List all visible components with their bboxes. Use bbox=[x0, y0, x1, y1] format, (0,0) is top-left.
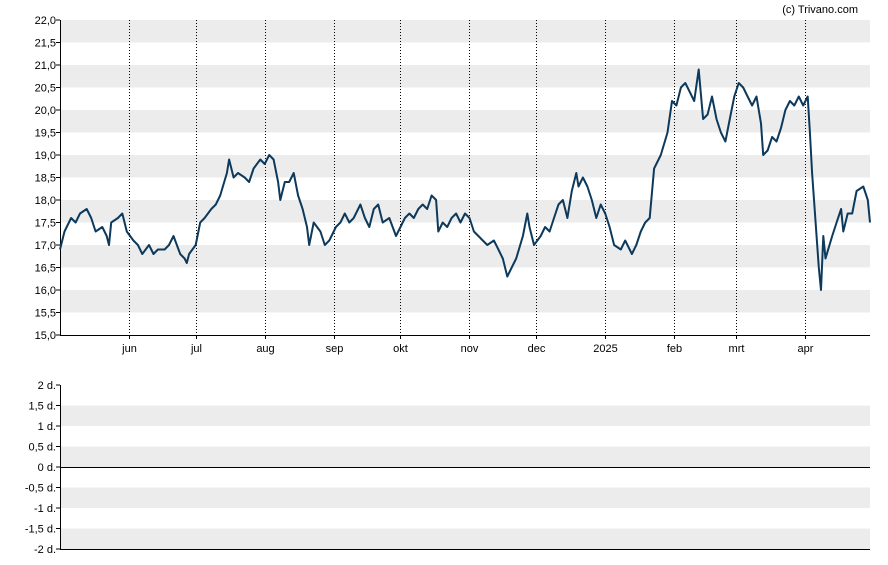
y-tick-label: 17,0 bbox=[35, 240, 56, 252]
y-tick-label: 15,0 bbox=[35, 330, 56, 342]
x-tick-label: feb bbox=[667, 343, 682, 355]
credit-label: (c) Trivano.com bbox=[782, 4, 858, 16]
y-tick-label: 1 d. bbox=[38, 421, 56, 433]
x-tick-label: sep bbox=[326, 343, 344, 355]
y-tick-label: 20,5 bbox=[35, 83, 56, 95]
x-tick-label: aug bbox=[256, 343, 274, 355]
y-tick-label: -0,5 d. bbox=[25, 483, 56, 495]
x-tick-label: nov bbox=[461, 343, 479, 355]
grid-band bbox=[60, 65, 870, 88]
grid-band bbox=[60, 245, 870, 268]
x-tick-label: jun bbox=[121, 343, 137, 355]
y-tick-label: -1 d. bbox=[34, 503, 56, 515]
y-tick-label: 1,5 d. bbox=[28, 401, 56, 413]
y-tick-label: 19,0 bbox=[35, 150, 56, 162]
x-tick-label: mrt bbox=[729, 343, 745, 355]
x-tick-label: apr bbox=[798, 343, 814, 355]
y-tick-label: -1,5 d. bbox=[25, 524, 56, 536]
grid-band bbox=[60, 487, 870, 508]
x-tick-label: 2025 bbox=[593, 343, 617, 355]
y-tick-label: 18,5 bbox=[35, 173, 56, 185]
y-tick-label: 17,5 bbox=[35, 218, 56, 230]
y-tick-label: 2 d. bbox=[38, 380, 56, 392]
x-tick-label: dec bbox=[528, 343, 546, 355]
indicator-chart: -2 d. -1,5 d. -1 d. -0,5 d. 0 d. 0,5 d. 1 d. 1,… bbox=[25, 380, 870, 556]
y-tick-label: 0,5 d. bbox=[28, 442, 56, 454]
price-series-line bbox=[59, 68, 871, 291]
y-tick-label: 21,0 bbox=[35, 60, 56, 72]
y-tick-label: 16,0 bbox=[35, 285, 56, 297]
grid-band bbox=[60, 110, 870, 133]
y-tick-label: -2 d. bbox=[34, 544, 56, 556]
y-tick-label: 18,0 bbox=[35, 195, 56, 207]
x-tick-label: okt bbox=[393, 343, 408, 355]
y-tick-label: 19,5 bbox=[35, 128, 56, 140]
grid-band bbox=[60, 528, 870, 549]
y-tick-label: 16,5 bbox=[35, 263, 56, 275]
y-tick-label: 22,0 bbox=[35, 15, 56, 27]
grid-band bbox=[60, 290, 870, 313]
y-tick-label: 21,5 bbox=[35, 38, 56, 50]
grid-band bbox=[60, 200, 870, 223]
grid-band bbox=[60, 155, 870, 178]
grid-band bbox=[60, 20, 870, 43]
price-chart: jun jul aug sep okt nov dec 2025 feb mrt apr 15,0 15… bbox=[35, 15, 871, 355]
x-tick-label: jul bbox=[190, 343, 202, 355]
grid-band bbox=[60, 446, 870, 467]
y-tick-label: 0 d. bbox=[38, 462, 56, 474]
y-tick-label: 20,0 bbox=[35, 105, 56, 117]
grid-band bbox=[60, 405, 870, 426]
y-tick-label: 15,5 bbox=[35, 308, 56, 320]
